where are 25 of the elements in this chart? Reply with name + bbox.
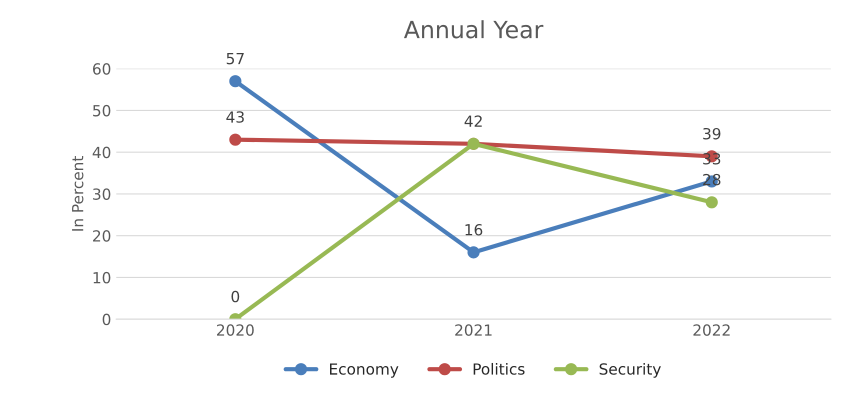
y-tick-label: 40 — [92, 146, 110, 158]
data-label: 42 — [464, 115, 482, 127]
y-tick-label: 0 — [102, 314, 110, 326]
data-label: 57 — [226, 53, 244, 64]
point — [706, 196, 718, 208]
data-label: 39 — [703, 128, 720, 140]
y-tick-label: 50 — [93, 104, 110, 116]
point — [467, 246, 480, 258]
x-tick-label: 2020 — [217, 324, 254, 336]
y-axis-title: In Percent — [72, 156, 84, 231]
data-label: 16 — [466, 224, 482, 236]
legend-label: Security — [600, 362, 661, 378]
legend-label: Economy — [330, 363, 398, 378]
y-tick-label: 10 — [94, 272, 110, 284]
y-tick-label: 20 — [93, 230, 110, 242]
y-tick-label: 60 — [93, 63, 110, 75]
y-tick-label: 30 — [93, 188, 110, 200]
data-label: 43 — [226, 111, 244, 123]
point — [229, 134, 242, 146]
point — [229, 75, 242, 88]
chart-title: Annual Year — [404, 20, 544, 38]
x-tick-label: 2021 — [455, 324, 492, 336]
data-label: 0 — [231, 290, 240, 302]
x-tick-label: 2022 — [693, 324, 730, 336]
legend-label: Politics — [474, 362, 525, 375]
